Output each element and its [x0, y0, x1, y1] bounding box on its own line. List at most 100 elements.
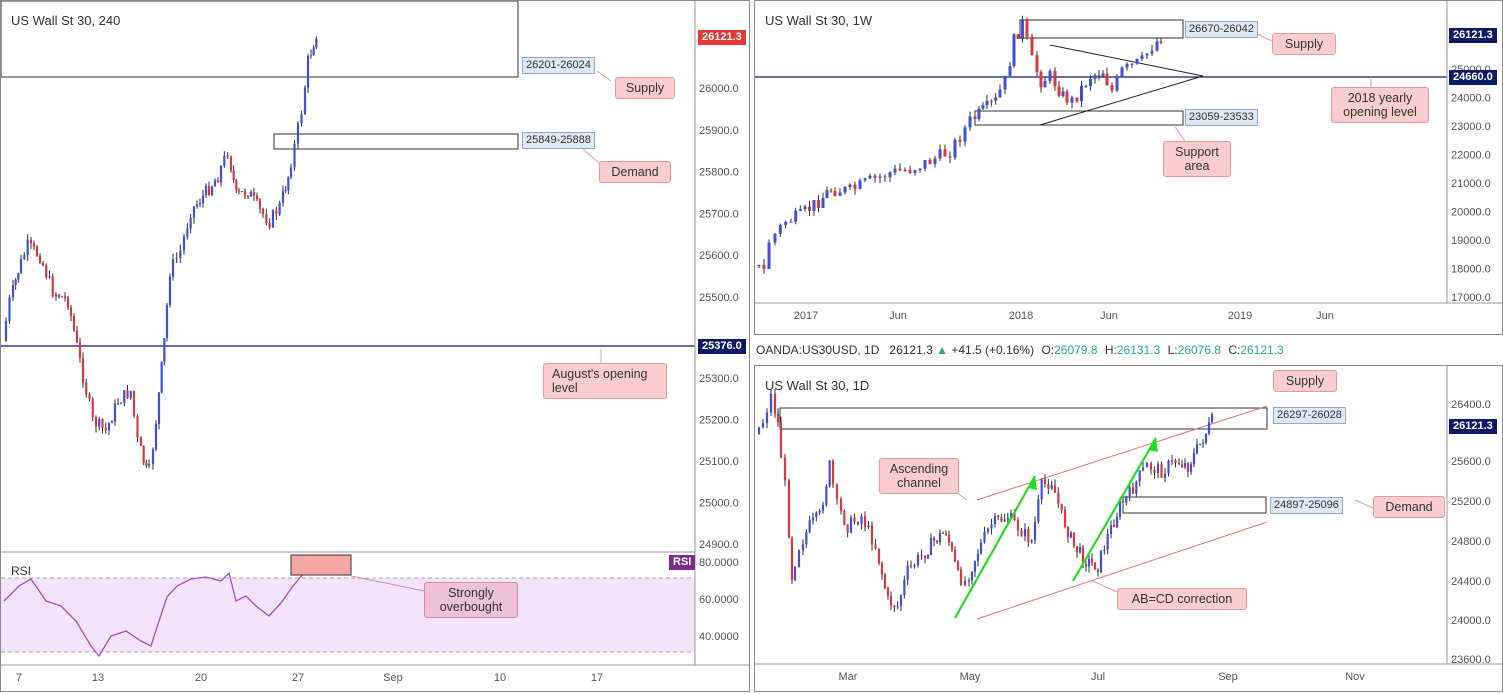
daily-candle: [899, 595, 903, 607]
price-axis-label: 25600.0: [1451, 456, 1491, 468]
weekly-supply-zone-tag: 26670-26042: [1185, 21, 1258, 38]
h4-last-price-tag: 26121.3: [698, 30, 746, 45]
weekly-candle: [821, 197, 825, 208]
weekly-candle: [968, 116, 972, 128]
weekly-candle: [898, 168, 902, 171]
daily-candle: [1033, 521, 1037, 541]
daily-candle: [849, 517, 853, 533]
daily-candle: [1069, 532, 1073, 538]
h4-candle: [268, 223, 271, 228]
weekly-candle: [1057, 86, 1061, 96]
daily-candle: [1030, 540, 1033, 543]
h4-candle: [289, 167, 293, 178]
daily-channel-lower: [976, 521, 1268, 620]
daily-candle: [1047, 484, 1050, 489]
daily-candle: [765, 412, 769, 423]
daily-candle: [835, 484, 839, 500]
weekly-candle: [1125, 63, 1129, 68]
time-axis-label: Nov: [1345, 671, 1365, 683]
weekly-candle: [858, 180, 862, 189]
daily-candle: [825, 486, 828, 505]
h4-candle: [72, 315, 76, 331]
price-axis-label: 23000.0: [1451, 121, 1491, 133]
weekly-candle: [863, 178, 867, 181]
h4-candle: [306, 55, 310, 88]
daily-candle: [1043, 479, 1047, 485]
h4-candle: [154, 424, 158, 450]
h4-candle: [182, 236, 186, 251]
weekly-candle: [1053, 70, 1057, 87]
daily-candle: [1000, 517, 1003, 522]
h4-candle: [110, 421, 114, 424]
h4-candle: [309, 55, 313, 57]
daily-candle: [993, 515, 997, 525]
daily-candle: [1072, 532, 1076, 547]
price-axis-label: 19000.0: [1451, 235, 1491, 247]
h4-candle: [293, 143, 296, 168]
h4-candle: [136, 415, 139, 438]
h4-candle: [14, 279, 17, 286]
daily-candle: [913, 565, 916, 567]
daily-candle: [1027, 528, 1030, 543]
weekly-candle: [848, 184, 852, 187]
daily-arrow-2-head: [1149, 438, 1158, 452]
price-axis-label: 25700.0: [699, 208, 739, 220]
weekly-candle: [1035, 55, 1039, 72]
h4-candle: [189, 217, 192, 229]
h4-candle: [91, 399, 94, 418]
daily-symbol: OANDA:US30USD, 1D: [756, 343, 880, 357]
h4-candle: [186, 228, 189, 237]
daily-demand-zone: [1122, 496, 1267, 514]
daily-candle: [1141, 467, 1145, 471]
time-axis-label: May: [960, 671, 981, 683]
h4-candle: [41, 262, 45, 266]
weekly-candle: [985, 100, 989, 106]
rsi-callout-pointer: [350, 575, 425, 592]
price-axis-label: 25900.0: [699, 125, 739, 137]
h4-chart-panel[interactable]: 26000.0 25900.0 25800.0 25700.0 25600.0 25500…: [0, 0, 750, 692]
h4-candle: [287, 177, 290, 191]
h4-candle: [204, 185, 208, 196]
weekly-candle: [1048, 70, 1052, 81]
daily-candle: [986, 528, 990, 532]
weekly-candle: [789, 221, 793, 223]
weekly-candle: [798, 209, 802, 211]
weekly-candle: [1008, 66, 1012, 76]
daily-demand-callout: Demand: [1373, 496, 1445, 518]
daily-candle: [963, 580, 967, 585]
weekly-candle: [1135, 58, 1139, 64]
daily-candle: [1112, 525, 1116, 527]
weekly-candle: [762, 264, 766, 269]
h4-candle: [237, 190, 241, 192]
daily-candle: [1066, 527, 1070, 538]
rsi-axis-label: 80.0000: [699, 557, 739, 569]
time-axis-label: Mar: [839, 671, 858, 683]
weekly-candle: [778, 224, 782, 234]
h4-candle: [201, 195, 205, 204]
weekly-candle: [803, 206, 807, 210]
daily-supply-zone: [779, 407, 1268, 430]
weekly-candle: [938, 149, 942, 159]
h4-candle: [171, 259, 175, 277]
h4-chart-title: US Wall St 30, 240: [11, 13, 121, 28]
rsi-axis-label: 40.0000: [699, 631, 739, 643]
weekly-candle: [1030, 36, 1034, 56]
weekly-candle: [973, 116, 977, 119]
daily-candle: [983, 531, 986, 543]
weekly-candle: [773, 233, 777, 243]
daily-candle: [886, 588, 890, 596]
h4-demand-pointer: [582, 148, 600, 164]
daily-candle: [1099, 550, 1103, 573]
weekly-candle: [1061, 91, 1065, 96]
weekly-candle: [888, 172, 892, 178]
weekly-chart-panel[interactable]: 27000.02017Jun2018Jun2019Jun25000.024000…: [754, 0, 1503, 335]
weekly-candle: [873, 175, 877, 178]
h4-candle: [51, 276, 54, 297]
h4-candle: [235, 179, 238, 191]
h4-candle: [113, 403, 117, 422]
daily-low: 26076.8: [1177, 343, 1221, 357]
time-axis-label: 20: [195, 672, 207, 684]
daily-candle: [1170, 460, 1174, 462]
daily-candle: [1016, 520, 1020, 531]
daily-chart-panel[interactable]: 26800.0 Mar May Jul Sep Nov 26400.0 25600.0 2520…: [754, 365, 1503, 692]
